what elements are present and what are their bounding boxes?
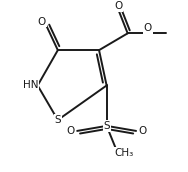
Text: O: O [139,126,147,136]
Text: S: S [103,121,110,131]
Text: S: S [55,115,61,125]
Text: O: O [114,1,123,11]
Text: CH₃: CH₃ [115,148,134,158]
Text: O: O [38,17,46,26]
Text: O: O [66,126,75,136]
Text: O: O [144,23,152,33]
Text: HN: HN [23,80,39,90]
